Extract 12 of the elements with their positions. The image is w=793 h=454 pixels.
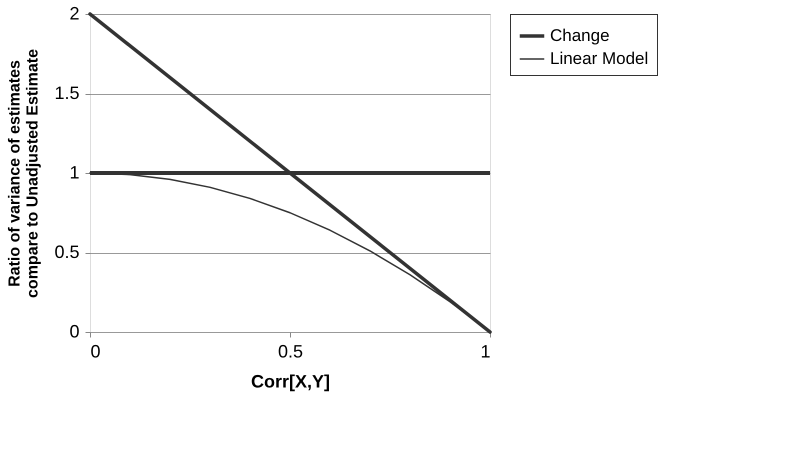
x-tick-label: 1 — [480, 342, 490, 362]
legend-label: Linear Model — [550, 49, 648, 68]
y-tick-label: 0.5 — [54, 242, 80, 262]
x-tick-label: 0.5 — [278, 342, 304, 362]
y-axis-title: Ratio of variance of estimates compare to Unadjusted Estimate — [6, 48, 42, 298]
x-tick-label: 0 — [90, 342, 101, 362]
y-tick-label: 1.5 — [54, 83, 80, 103]
y-tick-label: 1 — [69, 162, 80, 182]
y-tick-label: 0 — [69, 322, 80, 342]
x-axis-title: Corr[X,Y] — [250, 372, 330, 392]
y-tick-label: 2 — [69, 4, 80, 24]
legend-label: Change — [550, 26, 610, 45]
